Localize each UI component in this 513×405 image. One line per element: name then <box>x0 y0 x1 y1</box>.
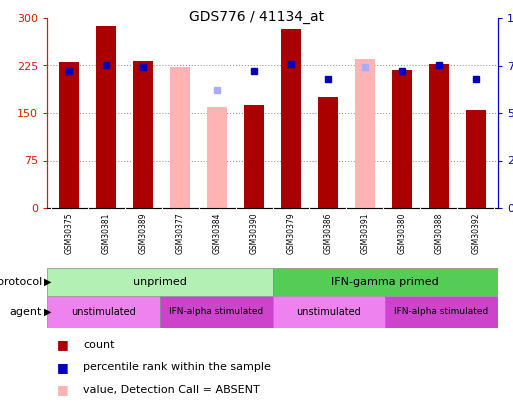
Text: GSM30377: GSM30377 <box>175 213 185 254</box>
Text: IFN-alpha stimulated: IFN-alpha stimulated <box>394 307 489 316</box>
Text: IFN-gamma primed: IFN-gamma primed <box>331 277 439 287</box>
Bar <box>96 26 116 208</box>
Bar <box>160 296 272 328</box>
Text: GDS776 / 41134_at: GDS776 / 41134_at <box>189 10 324 24</box>
Bar <box>466 110 486 208</box>
Text: ■: ■ <box>57 339 69 352</box>
Text: value, Detection Call = ABSENT: value, Detection Call = ABSENT <box>83 385 260 394</box>
Bar <box>272 296 385 328</box>
Text: GSM30392: GSM30392 <box>471 213 480 254</box>
Bar <box>244 105 264 208</box>
Text: IFN-alpha stimulated: IFN-alpha stimulated <box>169 307 263 316</box>
Text: GSM30389: GSM30389 <box>139 213 148 254</box>
Text: protocol: protocol <box>0 277 42 287</box>
Text: ■: ■ <box>57 361 69 374</box>
Bar <box>47 268 272 296</box>
Bar <box>59 62 80 208</box>
Text: ▶: ▶ <box>45 307 52 317</box>
Bar <box>385 296 498 328</box>
Bar <box>207 107 227 208</box>
Text: unprimed: unprimed <box>133 277 187 287</box>
Text: unstimulated: unstimulated <box>71 307 136 317</box>
Text: GSM30381: GSM30381 <box>102 213 111 254</box>
Bar <box>355 59 375 208</box>
Bar <box>392 70 412 208</box>
Text: unstimulated: unstimulated <box>297 307 361 317</box>
Text: GSM30388: GSM30388 <box>435 213 443 254</box>
Text: ■: ■ <box>57 383 69 396</box>
Bar <box>272 268 498 296</box>
Text: percentile rank within the sample: percentile rank within the sample <box>83 362 271 372</box>
Text: GSM30379: GSM30379 <box>286 213 295 254</box>
Text: GSM30386: GSM30386 <box>324 213 332 254</box>
Text: ▶: ▶ <box>45 277 52 287</box>
Text: GSM30390: GSM30390 <box>249 213 259 254</box>
Text: agent: agent <box>10 307 42 317</box>
Text: GSM30391: GSM30391 <box>361 213 369 254</box>
Text: GSM30375: GSM30375 <box>65 213 74 254</box>
Text: count: count <box>83 340 114 350</box>
Bar <box>170 67 190 208</box>
Text: GSM30380: GSM30380 <box>398 213 406 254</box>
Bar <box>281 30 301 208</box>
Bar <box>133 61 153 208</box>
Bar <box>318 97 338 208</box>
Bar <box>47 296 160 328</box>
Bar <box>429 64 449 208</box>
Text: GSM30384: GSM30384 <box>212 213 222 254</box>
